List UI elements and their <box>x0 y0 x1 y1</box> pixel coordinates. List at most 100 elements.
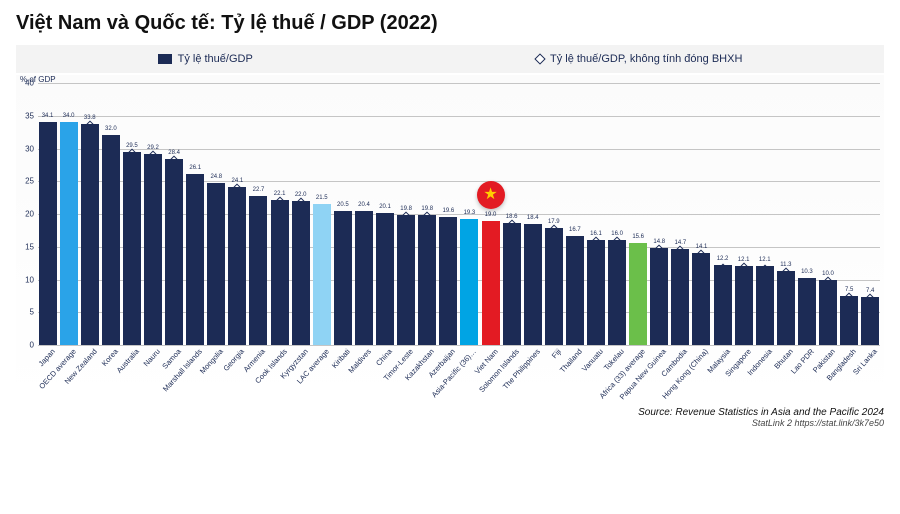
bar-slot: 22.0Kyrgyzstan <box>291 83 310 345</box>
legend-swatch <box>158 54 172 64</box>
bar: 15.6 <box>629 243 647 345</box>
bar-value-label: 32.0 <box>105 126 117 132</box>
bar-value-label: 20.5 <box>337 202 349 208</box>
bar-value-label: 26.1 <box>189 165 201 171</box>
bar: 24.1 <box>228 187 246 345</box>
bar-value-label: 12.1 <box>759 257 771 263</box>
bar: 16.1 <box>587 240 605 345</box>
bar-value-label: 22.0 <box>295 192 307 198</box>
bar-value-label: 14.8 <box>653 239 665 245</box>
bar-value-label: 34.1 <box>42 113 54 119</box>
bar-slot: 22.7Armenia <box>249 83 268 345</box>
bar-slot: 21.5LAC average <box>312 83 331 345</box>
bar-value-label: 19.8 <box>400 206 412 212</box>
bar-slot: 20.1China <box>376 83 395 345</box>
legend-label-series1: Tỷ lệ thuế/GDP <box>178 53 253 65</box>
legend-label-series2: Tỷ lệ thuế/GDP, không tính đóng BHXH <box>550 53 742 65</box>
star-icon: ★ <box>483 187 497 203</box>
y-tick: 0 <box>20 341 34 350</box>
y-tick: 5 <box>20 308 34 317</box>
bar-slot: 20.5Kiribati <box>333 83 352 345</box>
bar-value-label: 20.1 <box>379 204 391 210</box>
bar-value-label: 14.1 <box>696 244 708 250</box>
legend: Tỷ lệ thuế/GDP Tỷ lệ thuế/GDP, không tín… <box>16 45 884 73</box>
bar: 16.0 <box>608 240 626 345</box>
bar: 20.4 <box>355 211 373 345</box>
bar: 26.1 <box>186 174 204 345</box>
bar-value-label: 14.7 <box>675 240 687 246</box>
bar: 10.0 <box>819 280 837 346</box>
bar-slot: 14.1Hong Kong (China) <box>692 83 711 345</box>
bar-value-label: 18.6 <box>506 214 518 220</box>
bar: 29.5 <box>123 152 141 345</box>
bar-slot: 7.5Bangladesh <box>840 83 859 345</box>
category-label: Vanuatu <box>578 345 605 373</box>
bar-slot: 15.6Africa (33) average <box>629 83 648 345</box>
bar-slot: 12.1Singapore <box>734 83 753 345</box>
bar-slot: 19.8Kazakhstan <box>418 83 437 345</box>
bar: 19.8 <box>418 215 436 345</box>
bar-value-label: 17.9 <box>548 219 560 225</box>
source-text: Revenue Statistics in Asia and the Pacif… <box>675 407 884 418</box>
bar-slot: 26.1Marshall Islands <box>186 83 205 345</box>
bar: 14.8 <box>650 248 668 345</box>
bar-value-label: 15.6 <box>632 234 644 240</box>
bar-slot: 10.0Pakistan <box>818 83 837 345</box>
y-tick: 35 <box>20 111 34 120</box>
bar: 19.0★ <box>482 221 500 345</box>
bar-slot: 29.2Nauru <box>143 83 162 345</box>
bar-value-label: 29.2 <box>147 145 159 151</box>
legend-marker-icon <box>534 53 545 64</box>
bar: 18.6 <box>503 223 521 345</box>
bar-slot: 7.4Sri Lanka <box>861 83 880 345</box>
bar: 12.2 <box>714 265 732 345</box>
bar: 22.0 <box>292 201 310 345</box>
bar-value-label: 11.3 <box>780 262 791 268</box>
bar-slot: 18.6Solomon Islands <box>502 83 521 345</box>
bar-value-label: 20.4 <box>358 202 370 208</box>
y-tick: 15 <box>20 242 34 251</box>
bar: 19.6 <box>439 217 457 345</box>
y-tick: 30 <box>20 144 34 153</box>
bar-value-label: 19.3 <box>464 210 476 216</box>
bar-value-label: 18.4 <box>527 215 539 221</box>
bar-value-label: 7.4 <box>866 288 874 294</box>
bar: 7.5 <box>840 296 858 345</box>
chart-area: % of GDP 0510152025303540 34.1Japan34.0O… <box>16 75 884 405</box>
bar-slot: 14.8Papua New Guinea <box>650 83 669 345</box>
bar-value-label: 7.5 <box>845 287 853 293</box>
bar-value-label: 12.1 <box>738 257 750 263</box>
bar-slot: 33.8New Zealand <box>80 83 99 345</box>
bar-value-label: 10.0 <box>822 271 834 277</box>
category-label: Nauru <box>139 345 162 368</box>
bar: 17.9 <box>545 228 563 345</box>
bar-slot: 24.8Mongolia <box>207 83 226 345</box>
bar: 22.1 <box>271 200 289 345</box>
bar-slot: 24.1Georgia <box>228 83 247 345</box>
bar-slot: 16.7Thailand <box>565 83 584 345</box>
bar-slot: 10.3Lao PDR <box>797 83 816 345</box>
bar-value-label: 16.1 <box>590 231 602 237</box>
legend-item-series1: Tỷ lệ thuế/GDP <box>158 53 253 65</box>
bar: 20.1 <box>376 213 394 345</box>
bar: 33.8 <box>81 124 99 345</box>
bar-value-label: 22.7 <box>253 187 265 193</box>
bar: 34.0 <box>60 122 78 345</box>
bar-slot: 19.6Azerbaijan <box>439 83 458 345</box>
bar: 20.5 <box>334 211 352 345</box>
bar-slot: 22.1Cook Islands <box>270 83 289 345</box>
bar-slot: 19.8Timor-Leste <box>397 83 416 345</box>
bar: 29.2 <box>144 154 162 345</box>
bar: 7.4 <box>861 297 879 345</box>
bar: 34.1 <box>39 122 57 345</box>
bar-slot: 17.9Fiji <box>544 83 563 345</box>
bar-value-label: 10.3 <box>801 269 813 275</box>
bar-value-label: 12.2 <box>717 256 729 262</box>
bar-value-label: 34.0 <box>63 113 75 119</box>
bar: 16.7 <box>566 236 584 345</box>
legend-item-series2: Tỷ lệ thuế/GDP, không tính đóng BHXH <box>536 53 742 65</box>
bar: 32.0 <box>102 135 120 345</box>
bar-slot: 19.0★Viet Nam <box>481 83 500 345</box>
bar-slot: 32.0Korea <box>101 83 120 345</box>
bar: 10.3 <box>798 278 816 345</box>
